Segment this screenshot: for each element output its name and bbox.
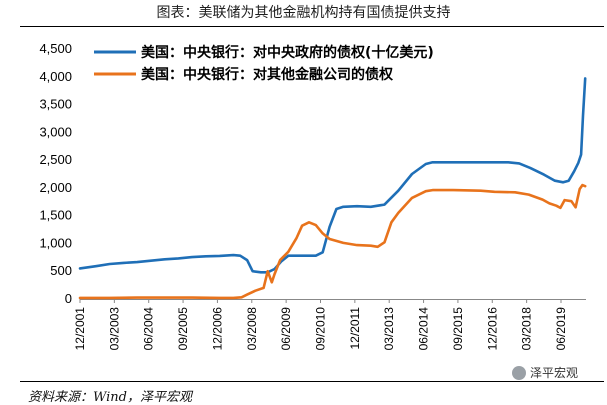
x-tick-label: 06/2009: [279, 307, 293, 351]
y-tick-label: 3,500: [39, 97, 72, 112]
source-note: 资料来源：Wind，泽平宏观: [28, 390, 192, 405]
y-tick-label: 4,000: [39, 69, 72, 84]
legend-label-2: 美国：中央银行：对其他金融公司的债权: [141, 66, 394, 83]
series-line-2: [78, 183, 587, 300]
wechat-icon: [512, 365, 526, 380]
x-tick-label: 09/2015: [451, 307, 465, 351]
chart-title: 图表：美联储为其他金融机构持有国债提供支持: [156, 5, 451, 21]
x-tick-label: 12/2001: [73, 307, 87, 351]
series-group: [78, 77, 587, 300]
bottom-rule: [20, 381, 604, 382]
y-tick-label: 3,000: [39, 124, 72, 139]
x-tick-label: 03/2013: [382, 307, 396, 351]
y-tick-label: 2,500: [39, 152, 72, 167]
x-tick-label: 06/2004: [142, 307, 156, 351]
x-axis: 12/2001 03/2003 06/2004 09/2005 12/2006 03/20…: [73, 299, 586, 350]
watermark-text: 泽平宏观: [530, 366, 579, 380]
x-tick-label: 03/2018: [520, 307, 534, 351]
line-chart: 0 500 1,000 1,500 2,000 2,500 3,000 3,500 4,000 4…: [39, 41, 587, 350]
legend: 美国：中央银行：对中央政府的债权(十亿美元) 美国：中央银行：对其他金融公司的债权: [94, 44, 434, 83]
x-tick-label: 06/2019: [554, 307, 568, 351]
y-tick-label: 500: [50, 263, 72, 278]
x-tick-label: 12/2016: [485, 307, 499, 351]
y-tick-label: 2,000: [39, 180, 72, 195]
x-tick-label: 03/2008: [245, 307, 259, 351]
series-line-1: [78, 77, 587, 274]
x-tick-label: 12/2011: [348, 307, 362, 350]
x-tick-label: 09/2010: [313, 307, 327, 351]
x-tick-label: 09/2005: [176, 307, 190, 351]
y-axis: 0 500 1,000 1,500 2,000 2,500 3,000 3,500 4,000 4…: [39, 41, 72, 306]
x-tick-label: 12/2006: [210, 307, 224, 351]
x-tick-label: 06/2014: [417, 307, 431, 351]
y-tick-label: 4,500: [39, 41, 72, 56]
y-tick-label: 1,000: [39, 235, 72, 250]
top-rule: [20, 26, 604, 27]
y-tick-label: 0: [65, 291, 72, 306]
legend-label-1: 美国：中央银行：对中央政府的债权(十亿美元): [141, 44, 434, 61]
x-tick-label: 03/2003: [107, 307, 121, 351]
watermark: 泽平宏观: [512, 364, 578, 381]
y-tick-label: 1,500: [39, 208, 72, 223]
